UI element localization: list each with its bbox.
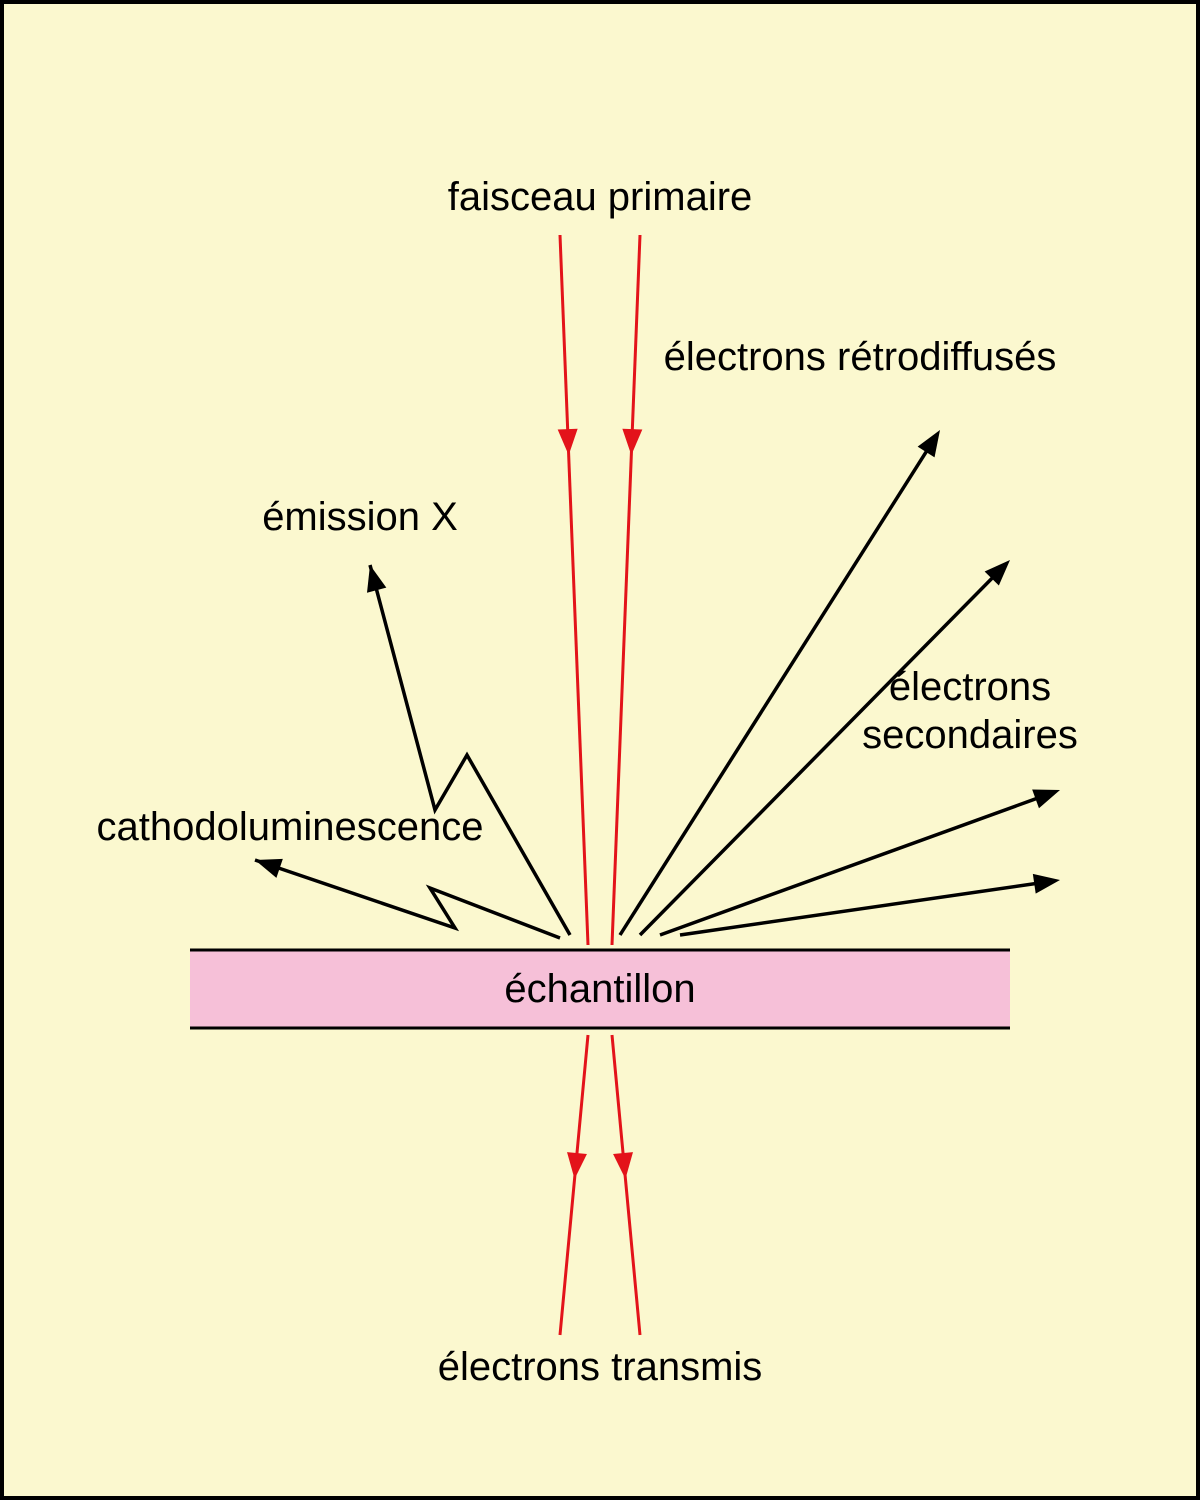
- cathodoluminescence-label: cathodoluminescence: [97, 805, 484, 849]
- transmitted-label: électrons transmis: [438, 1345, 763, 1389]
- secondary-label-0: électrons: [889, 665, 1051, 709]
- sample-label: échantillon: [504, 967, 695, 1011]
- primary-beam-label: faisceau primaire: [448, 175, 753, 219]
- emission-x-label: émission X: [262, 495, 458, 539]
- backscattered-label: électrons rétrodiffusés: [664, 335, 1057, 379]
- diagram-svg: faisceau primaire électrons rétrodiffusés…: [0, 0, 1200, 1500]
- secondary-label-1: secondaires: [862, 713, 1078, 757]
- diagram-frame: faisceau primaire électrons rétrodiffusés…: [0, 0, 1200, 1500]
